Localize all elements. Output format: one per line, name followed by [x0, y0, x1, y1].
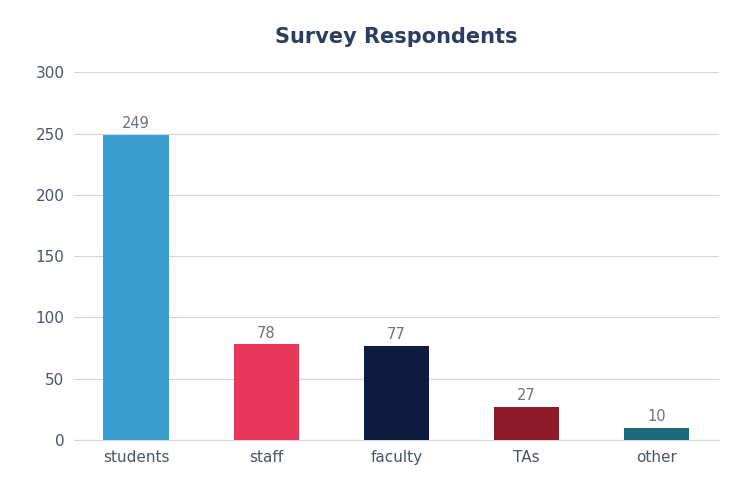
Bar — [494, 407, 559, 440]
Text: 10: 10 — [648, 409, 666, 424]
Title: Survey Respondents: Survey Respondents — [275, 28, 518, 48]
Bar — [233, 344, 299, 440]
Text: 249: 249 — [122, 116, 150, 131]
Bar — [625, 428, 689, 440]
Text: 77: 77 — [387, 327, 406, 342]
Bar — [104, 135, 168, 440]
Text: 78: 78 — [257, 326, 276, 340]
Text: 27: 27 — [517, 388, 536, 403]
Bar — [364, 346, 429, 440]
